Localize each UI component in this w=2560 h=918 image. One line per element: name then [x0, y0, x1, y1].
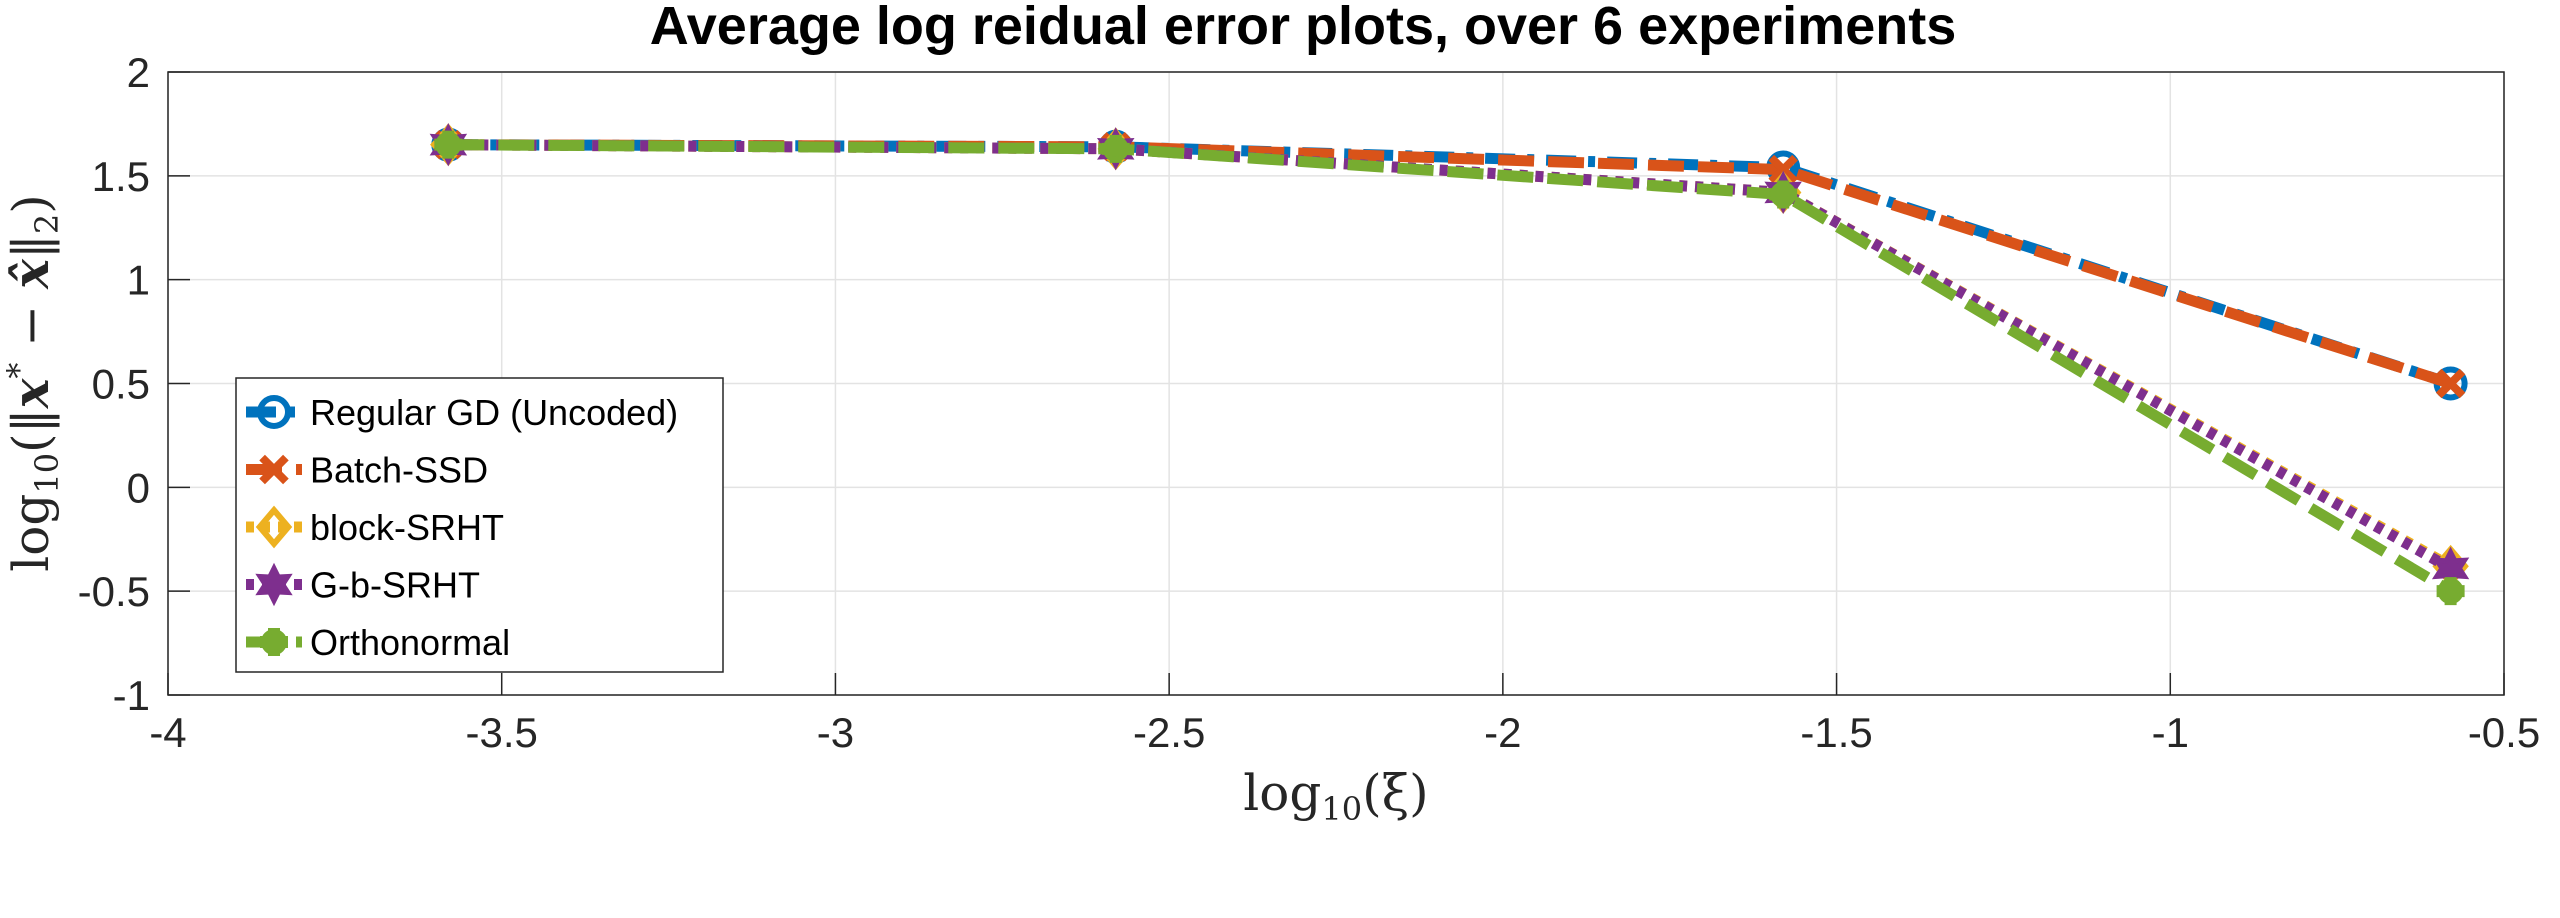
- legend-entry: G-b-SRHT: [246, 562, 480, 607]
- data-point-marker: [1101, 134, 1130, 163]
- legend: Regular GD (Uncoded) Batch-SSD block-SRHT G…: [235, 377, 724, 673]
- series-line: [448, 139, 2453, 389]
- legend-marker: [255, 562, 293, 607]
- legend-label: Batch-SSD: [310, 450, 488, 491]
- chart-title: Average log reidual error plots, over 6 …: [650, 0, 1956, 56]
- legend-entry: Regular GD (Uncoded): [246, 392, 678, 433]
- data-point-marker: [2436, 577, 2465, 606]
- x-tick-label: -1: [2152, 709, 2189, 756]
- y-tick-label: -1: [113, 672, 150, 719]
- series-line: [448, 139, 2454, 596]
- y-tick-label: 0.5: [92, 361, 150, 408]
- legend-marker: [257, 395, 291, 429]
- x-tick-label: -4: [149, 709, 186, 756]
- series-line: [448, 139, 2454, 574]
- series-line: [448, 139, 2454, 571]
- x-tick-label: -2.5: [1133, 709, 1205, 756]
- legend-marker: [255, 505, 293, 549]
- y-tick-label: 0: [127, 464, 150, 511]
- x-tick-label: -1.5: [1800, 709, 1872, 756]
- series-layer: [429, 123, 2470, 606]
- axis-ticks: -4 -3.5 -3 -2.5 -2 -1.5 -1 -0.5 -1 -0.5 0 0.5 1 1.5 2: [78, 49, 2541, 756]
- legend-entry: Orthonormal: [246, 622, 510, 663]
- y-tick-label: 1: [127, 257, 150, 304]
- legend-entry: Batch-SSD: [246, 450, 488, 491]
- series-orthonormal: [434, 130, 2465, 606]
- series-g-b-srht: [429, 123, 2470, 590]
- data-point-marker: [1769, 180, 1798, 209]
- x-tick-label: -2: [1484, 709, 1521, 756]
- legend-marker: [259, 454, 289, 485]
- x-axis-label: log10(ξ): [1243, 764, 1428, 828]
- legend-label: Orthonormal: [310, 622, 510, 663]
- legend-label: G-b-SRHT: [310, 565, 480, 606]
- y-axis-label: log10(‖x* − x̂‖2): [0, 194, 66, 572]
- y-tick-label: 2: [127, 49, 150, 96]
- data-point-marker: [434, 130, 463, 159]
- x-tick-label: -3.5: [466, 709, 538, 756]
- y-tick-label: -0.5: [78, 568, 150, 615]
- legend-marker: [260, 628, 288, 656]
- data-point-marker: [2435, 368, 2466, 399]
- legend-box: [235, 377, 724, 673]
- legend-label: Regular GD (Uncoded): [310, 392, 678, 433]
- series-line: [448, 139, 2453, 389]
- x-tick-label: -3: [817, 709, 854, 756]
- data-point-marker: [1768, 154, 1798, 185]
- series-block-srht: [430, 123, 2469, 588]
- legend-label: block-SRHT: [310, 507, 504, 548]
- y-tick-label: 1.5: [92, 153, 150, 200]
- x-tick-label: -0.5: [2468, 709, 2540, 756]
- legend-entry: block-SRHT: [246, 505, 504, 549]
